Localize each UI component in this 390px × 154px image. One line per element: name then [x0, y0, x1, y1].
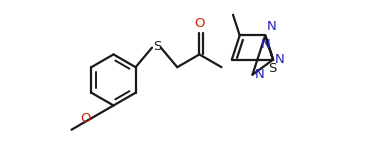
- Text: S: S: [268, 62, 277, 75]
- Text: N: N: [275, 53, 285, 66]
- Text: S: S: [153, 40, 161, 53]
- Text: O: O: [194, 17, 205, 30]
- Text: N: N: [267, 20, 277, 33]
- Text: N: N: [254, 68, 264, 81]
- Text: O: O: [80, 112, 90, 125]
- Text: N: N: [261, 38, 270, 51]
